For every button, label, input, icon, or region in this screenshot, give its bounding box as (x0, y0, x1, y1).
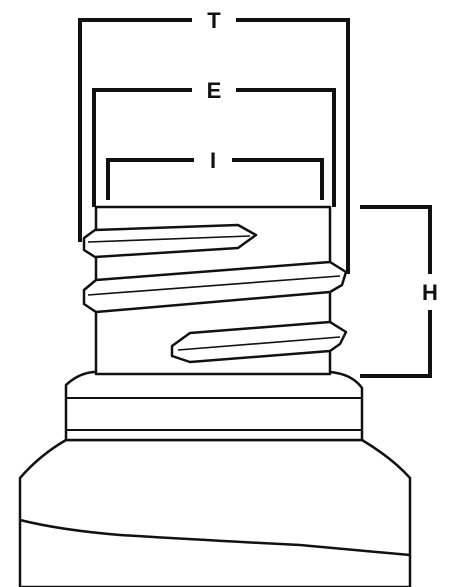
thread-bottom (170, 320, 348, 364)
dimension-label-h: H (422, 280, 438, 305)
dimension-t-bracket-right (236, 18, 350, 274)
thread-top-edge (87, 235, 251, 243)
thread-bottom-edge (177, 336, 341, 351)
dimension-label-e: E (207, 78, 222, 103)
bottle-shoulder (18, 438, 412, 587)
dimension-i-bracket-right (232, 158, 324, 200)
dimension-e-bracket-right (236, 88, 336, 207)
dimension-e-bracket-left (92, 88, 192, 207)
dimension-lines (78, 18, 432, 378)
bottle-body (18, 205, 412, 587)
dimension-h-bracket-top (360, 205, 432, 274)
thread-middle (82, 260, 348, 314)
bottle-body-line (19, 518, 411, 557)
dimension-t-bracket-left (78, 18, 192, 242)
thread-middle-edge (87, 275, 341, 296)
dimension-label-t: T (207, 8, 221, 33)
dimension-label-i: I (210, 148, 216, 173)
thread-top (82, 223, 258, 259)
dimension-i-bracket-left (106, 158, 194, 200)
dimension-h-bracket-bottom (360, 310, 432, 378)
threads (82, 223, 348, 364)
